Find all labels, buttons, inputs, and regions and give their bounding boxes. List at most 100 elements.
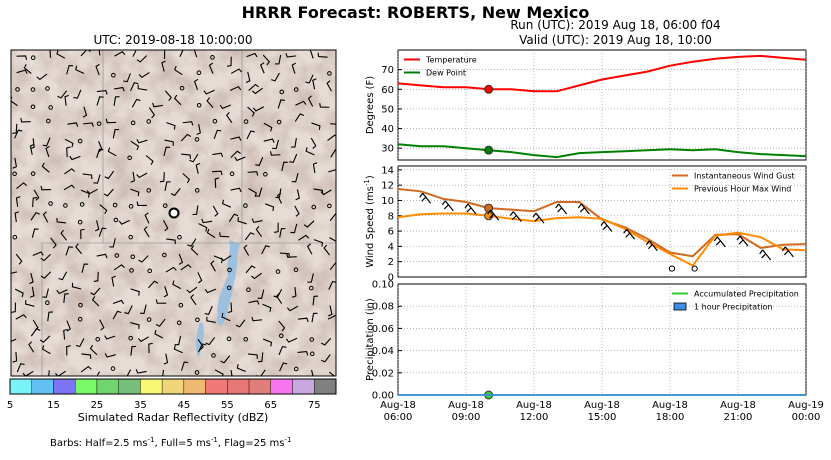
y-tick-label: 14 <box>381 165 394 176</box>
wind-barb <box>148 280 159 289</box>
wind-panel: 0 2 4 6 8 10 12 14 Wind Speed (ms-1) Instantaneou… <box>363 165 807 284</box>
figure-title: HRRR Forecast: ROBERTS, New Mexico <box>241 3 590 22</box>
wind-barb <box>98 227 107 237</box>
legend-entry: Previous Hour Max Wind <box>694 185 791 194</box>
wind-barb <box>130 288 140 296</box>
wind-barb <box>163 50 168 59</box>
wind-barb <box>113 96 120 106</box>
wind-barb <box>781 246 794 258</box>
wind-barb <box>313 239 324 247</box>
colorbar-tick-label: 75 <box>308 400 321 411</box>
wind-barb <box>57 90 68 99</box>
colorbar-bin <box>118 378 141 395</box>
calm-wind-marker <box>30 87 36 92</box>
wind-barb <box>320 337 332 346</box>
wind-barb <box>228 213 239 222</box>
calm-wind-marker <box>293 87 299 92</box>
y-axis-label: Degrees (F) <box>365 76 376 134</box>
legend-entry: 1 hour Precipitation <box>694 303 773 312</box>
wind-barb <box>306 243 313 255</box>
wind-barb <box>759 249 772 261</box>
calm-wind-marker <box>311 204 317 210</box>
wind-barb <box>201 218 213 224</box>
wind-barb <box>186 286 198 294</box>
colorbar-tick-label: 5 <box>7 400 13 411</box>
wind-barb <box>262 303 272 312</box>
wind-barb <box>66 64 74 75</box>
wind-barb <box>327 134 336 141</box>
radar-map[interactable] <box>6 45 340 381</box>
wind-barb <box>271 72 280 82</box>
calm-wind-marker <box>226 285 232 291</box>
wind-barb <box>230 187 242 193</box>
wind-barb <box>600 221 613 232</box>
wind-barb <box>286 253 297 258</box>
calm-wind-marker <box>46 118 51 124</box>
wind-barb <box>104 170 115 180</box>
wind-barb <box>279 252 291 258</box>
colorbar-tick-labels: 5 15 25 35 45 55 65 75 <box>7 400 321 411</box>
wind-barb <box>82 173 93 180</box>
calm-wind-marker <box>78 302 83 308</box>
x-tick-date: Aug-18 <box>720 400 756 411</box>
wind-barb <box>118 219 130 225</box>
x-tick-date: Aug-19 <box>788 400 824 411</box>
calm-wind-marker <box>243 336 249 342</box>
wind-barb <box>113 86 125 92</box>
wind-barb <box>16 69 28 74</box>
wind-barb <box>166 238 176 245</box>
precipitation-panel: 0.00 0.02 0.04 0.06 0.08 0.10 Precipitation (i… <box>365 280 807 402</box>
station-marker[interactable] <box>168 207 180 219</box>
x-tick-date: Aug-18 <box>380 400 416 411</box>
wind-barb <box>248 83 260 91</box>
wind-barb <box>107 147 117 157</box>
wind-barb <box>114 51 126 57</box>
wind-barb <box>180 361 189 371</box>
wind-barb <box>328 305 333 317</box>
wind-barb <box>65 246 73 256</box>
calm-wind-marker <box>45 86 50 91</box>
colorbar-bin <box>292 378 315 395</box>
wind-barb <box>274 222 279 233</box>
wind-barb <box>152 102 163 108</box>
wind-barb <box>487 209 500 221</box>
calm-wind-marker <box>48 201 53 206</box>
wind-barb <box>330 123 336 125</box>
calm-wind-marker <box>309 337 315 342</box>
calm-wind-marker <box>195 317 200 323</box>
calm-wind-marker <box>95 336 101 342</box>
valid-time-marker[interactable] <box>484 145 494 155</box>
wind-barb <box>139 304 147 314</box>
wind-barb <box>281 161 288 172</box>
wind-barb <box>29 286 35 298</box>
wind-barb <box>136 55 148 63</box>
valid-time-marker[interactable] <box>484 84 494 94</box>
wind-barb <box>262 338 273 347</box>
colorbar-tick-label: 55 <box>221 400 234 411</box>
wind-barb <box>81 353 92 359</box>
wind-barb <box>32 196 38 208</box>
wind-barb <box>247 353 258 359</box>
wind-barb <box>279 228 286 238</box>
y-tick-label: 6 <box>388 227 394 238</box>
wind-barb <box>111 275 116 287</box>
wind-barb <box>56 289 68 295</box>
wind-barb <box>137 84 148 91</box>
colorbar-bin <box>227 378 250 395</box>
calm-wind-marker <box>96 121 102 126</box>
wind-barb <box>295 189 300 201</box>
wind-barb <box>279 362 288 372</box>
wind-barb <box>532 212 545 224</box>
wind-barb <box>136 139 148 144</box>
temperature-panel: 30 40 50 60 70 Degrees (F) Temperature Dew Poin… <box>365 49 807 161</box>
wind-barb <box>262 54 270 66</box>
wind-barb <box>244 232 255 241</box>
wind-barb <box>96 96 104 106</box>
wind-barb <box>63 184 75 191</box>
colorbar-bin <box>270 378 293 395</box>
colorbar-bin <box>314 378 337 395</box>
wind-barb <box>173 345 183 354</box>
wind-barb <box>86 188 98 195</box>
x-tick-time: 09:00 <box>452 412 481 423</box>
calm-wind-marker <box>243 119 249 124</box>
